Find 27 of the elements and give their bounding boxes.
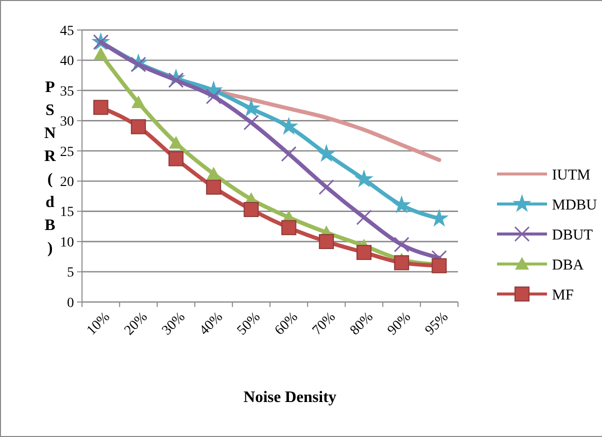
y-tick-label: 40 bbox=[60, 54, 74, 70]
y-tick-label: 25 bbox=[60, 144, 74, 160]
x-tick-label: 60% bbox=[272, 309, 302, 338]
x-tick-label: 10% bbox=[84, 309, 114, 338]
y-tick-label: 45 bbox=[60, 24, 74, 39]
y-tick-label: 35 bbox=[60, 84, 74, 100]
x-axis-title: Noise Density bbox=[244, 389, 336, 406]
legend-label: IUTM bbox=[552, 167, 590, 184]
x-tick-label: 80% bbox=[348, 309, 377, 338]
legend-label: DBUT bbox=[552, 227, 593, 244]
x-tick-label: 40% bbox=[197, 309, 226, 338]
x-tick-label: 20% bbox=[122, 309, 151, 338]
y-tick-label: 15 bbox=[60, 205, 74, 220]
legend-label: MDBU bbox=[552, 197, 598, 214]
x-tick-label: 30% bbox=[160, 309, 189, 338]
y-tick-label: 10 bbox=[60, 235, 74, 250]
y-tick-label: 5 bbox=[67, 266, 74, 281]
x-tick-label: 95% bbox=[422, 309, 452, 338]
x-tick-label: 70% bbox=[310, 309, 339, 338]
legend-label: MF bbox=[552, 287, 574, 304]
y-tick-label: 20 bbox=[60, 175, 74, 190]
y-axis-title: PSNR(dB) bbox=[44, 79, 56, 257]
legend-label: DBA bbox=[552, 257, 584, 274]
x-tick-label: 50% bbox=[234, 309, 264, 338]
x-tick-label: 90% bbox=[385, 309, 414, 338]
y-tick-label: 0 bbox=[67, 296, 74, 311]
y-tick-label: 30 bbox=[60, 114, 74, 130]
